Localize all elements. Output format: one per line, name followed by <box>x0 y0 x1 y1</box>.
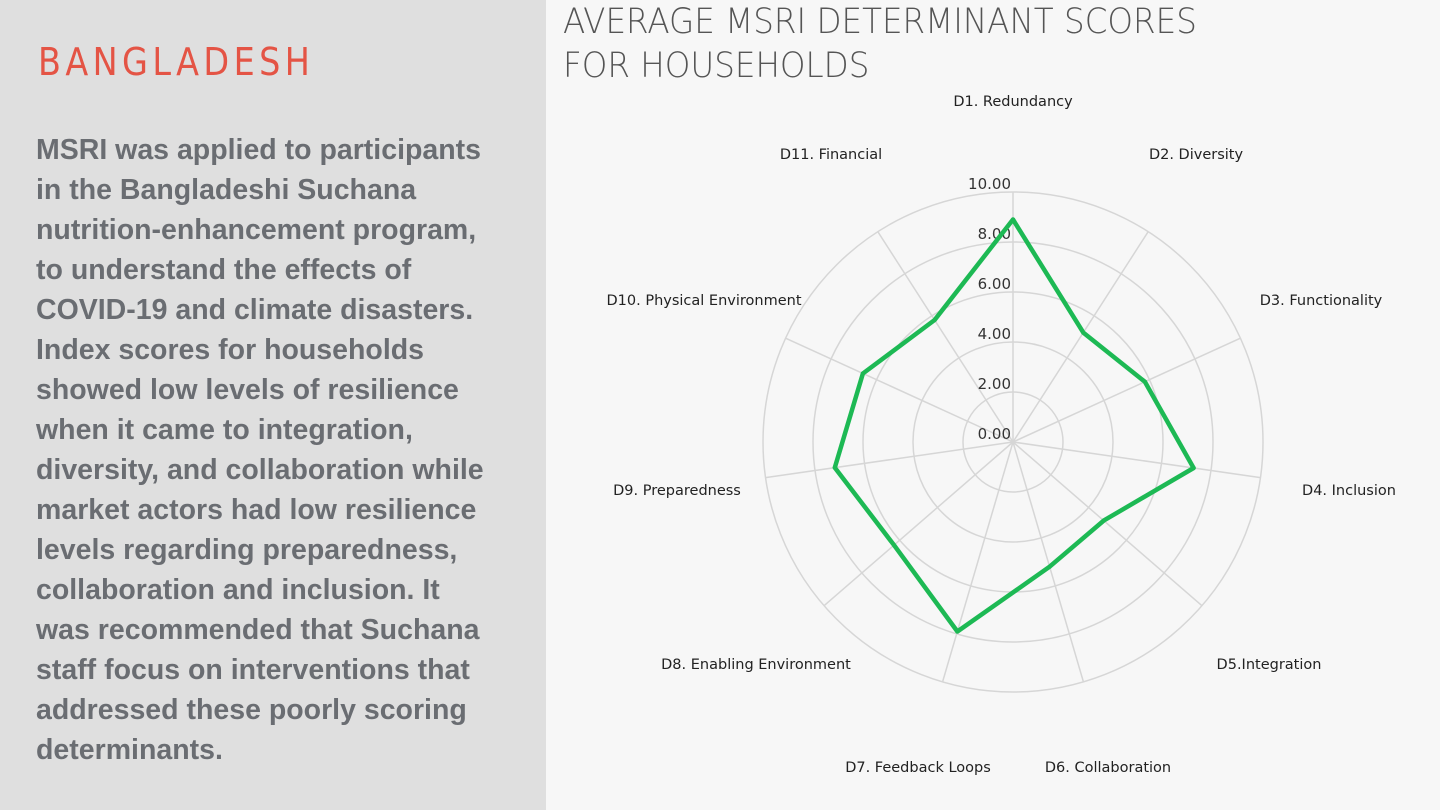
grid-spoke <box>1012 337 1241 443</box>
data-point <box>860 371 865 376</box>
description-line: to understand the effects of <box>36 254 412 286</box>
axis-label: D2. Diversity <box>1149 147 1244 163</box>
radial-tick-label: 0.00 <box>978 425 1011 443</box>
description-paragraph: MSRI was applied to participants in the B… <box>36 130 484 770</box>
description-line: was recommended that Suchana <box>36 614 480 646</box>
grid-spoke <box>1012 441 1085 683</box>
grid-spoke <box>1012 231 1149 443</box>
axis-label: D7. Feedback Loops <box>845 760 991 776</box>
grid-spoke <box>1012 441 1261 479</box>
description-line: MSRI was applied to participants <box>36 134 481 166</box>
chart-title: AVERAGE MSRI DETERMINANT SCORES FOR HOUS… <box>563 0 1197 88</box>
description-line: market actors had low resilience <box>36 494 477 526</box>
chart-title-line: FOR HOUSEHOLDS <box>563 46 870 86</box>
axis-label: D4. Inclusion <box>1302 483 1396 499</box>
axis-label: D5.Integration <box>1217 657 1322 673</box>
axis-label: D3. Functionality <box>1260 293 1383 309</box>
description-line: determinants. <box>36 734 223 766</box>
description-line: collaboration and inclusion. It <box>36 574 440 606</box>
description-line: levels regarding preparedness, <box>36 534 458 566</box>
description-line: Index scores for households <box>36 334 425 366</box>
chart-title-line: AVERAGE MSRI DETERMINANT SCORES <box>563 2 1197 42</box>
grid-spoke <box>785 337 1014 443</box>
axis-label: D6. Collaboration <box>1045 760 1171 776</box>
country-heading: BANGLADESH <box>38 40 315 84</box>
axis-label: D1. Redundancy <box>953 94 1073 110</box>
description-line: when it came to integration, <box>36 414 413 446</box>
grid-spoke <box>941 441 1014 683</box>
description-line: staff focus on interventions that <box>36 654 470 686</box>
data-point <box>832 465 837 470</box>
data-point <box>1047 564 1052 569</box>
series-line-0 <box>832 217 1196 634</box>
radial-tick-label: 10.00 <box>968 175 1011 193</box>
data-point <box>1011 217 1015 222</box>
data-point <box>891 543 896 548</box>
description-line: addressed these poorly scoring <box>36 694 467 726</box>
text-panel: BANGLADESH MSRI was applied to participa… <box>0 0 546 810</box>
radial-tick-label: 2.00 <box>978 375 1011 393</box>
radial-tick-label: 4.00 <box>978 325 1011 343</box>
grid-spoke <box>1012 441 1203 607</box>
description-line: COVID-19 and climate disasters. <box>36 294 474 326</box>
grid-spoke <box>765 441 1014 479</box>
radial-tick-label: 6.00 <box>978 275 1011 293</box>
description-line: showed low levels of resilience <box>36 374 459 406</box>
data-point <box>955 629 960 634</box>
grid-spoke <box>823 441 1014 607</box>
axis-label: D10. Physical Environment <box>606 293 801 309</box>
data-point <box>1081 330 1086 335</box>
axis-label: D8. Enabling Environment <box>661 657 851 673</box>
description-line: in the Bangladeshi Suchana <box>36 174 417 206</box>
grid-spoke <box>877 231 1014 443</box>
description-line: nutrition-enhancement program, <box>36 214 477 246</box>
description-line: diversity, and collaboration while <box>36 454 484 486</box>
axis-label: D9. Preparedness <box>613 483 741 499</box>
data-point <box>1101 518 1106 523</box>
data-point <box>1191 465 1196 470</box>
data-point <box>932 318 937 323</box>
axis-label: D11. Financial <box>780 147 882 163</box>
data-point <box>1142 379 1147 384</box>
